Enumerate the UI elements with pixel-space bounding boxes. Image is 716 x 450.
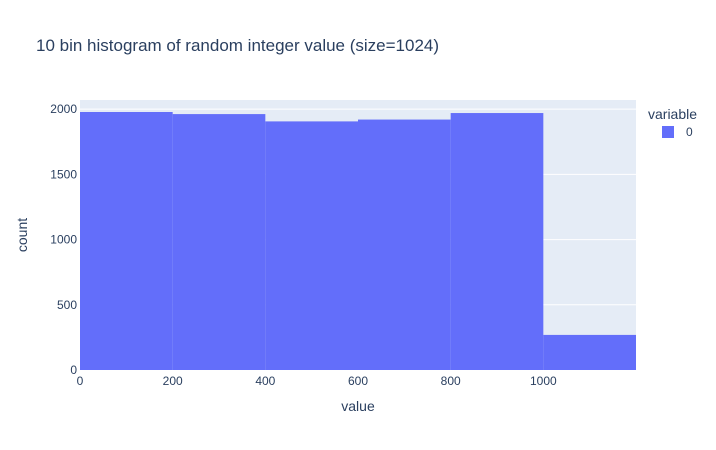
- x-axis-title: value: [341, 398, 375, 414]
- x-tick-labels: 0 200 400 600 800 1000: [77, 374, 557, 388]
- x-tick-label: 200: [163, 374, 183, 388]
- histogram-bar[interactable]: [265, 121, 358, 371]
- histogram-bar[interactable]: [172, 114, 266, 370]
- legend-title: variable: [648, 106, 697, 122]
- y-tick-labels: 0 500 1000 1500 2000: [50, 102, 77, 377]
- legend-swatch[interactable]: [662, 126, 674, 138]
- x-tick-label: 0: [77, 374, 84, 388]
- x-tick-label: 600: [348, 374, 368, 388]
- bars: [80, 112, 636, 371]
- y-tick-label: 0: [70, 363, 77, 377]
- legend-label[interactable]: 0: [686, 125, 693, 139]
- x-tick-label: 800: [441, 374, 461, 388]
- histogram-bar[interactable]: [543, 334, 636, 370]
- histogram-bar[interactable]: [358, 119, 451, 370]
- y-tick-label: 1500: [50, 167, 77, 181]
- histogram-bar[interactable]: [80, 112, 173, 370]
- y-tick-label: 2000: [50, 102, 77, 116]
- y-tick-label: 500: [57, 298, 77, 312]
- histogram-bar[interactable]: [450, 113, 544, 370]
- x-tick-label: 400: [255, 374, 275, 388]
- y-axis-title: count: [14, 218, 30, 252]
- y-tick-label: 1000: [50, 233, 77, 247]
- x-tick-label: 1000: [530, 374, 557, 388]
- legend[interactable]: variable 0: [648, 106, 697, 139]
- chart-title: 10 bin histogram of random integer value…: [36, 36, 439, 55]
